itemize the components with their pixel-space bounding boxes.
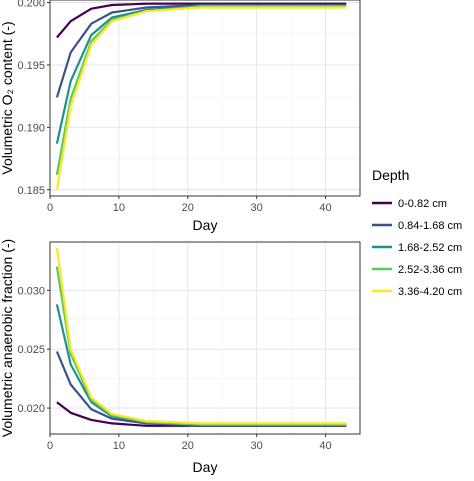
series-line <box>55 6 347 190</box>
legend: Depth 0-0.82 cm 0.84-1.68 cm 1.68-2.52 cm 2… <box>372 167 462 298</box>
x-tick-label: 40 <box>319 440 331 452</box>
x-tick-label: 10 <box>113 202 125 214</box>
legend-label: 1.68-2.52 cm <box>398 242 462 254</box>
series-line <box>55 247 347 425</box>
y-tick-label: 0.030 <box>17 285 45 297</box>
legend-title: Depth <box>372 167 409 183</box>
x-tick-label: 30 <box>251 440 263 452</box>
plot-background <box>50 242 360 434</box>
x-tick-label: 10 <box>113 440 125 452</box>
anaerobic-fraction-panel: 0 10 20 30 40 0.020 0.025 0.030 Day Volumetric an… <box>0 239 361 475</box>
x-axis-title: Day <box>193 217 218 233</box>
y-axis-title: Volumetric anaerobic fraction (-) <box>0 239 15 437</box>
y-tick-label: 0.185 <box>17 185 45 197</box>
o2-content-panel: 0 10 20 30 40 0.185 0.190 0.195 0.200 Day Volumetr… <box>0 0 361 233</box>
series-line <box>55 3 347 98</box>
series-line <box>55 5 347 175</box>
series-line <box>56 2 347 39</box>
legend-label: 2.52-3.36 cm <box>398 264 462 276</box>
series-line <box>55 266 347 426</box>
legend-label: 0-0.82 cm <box>398 198 447 210</box>
x-tick-label: 20 <box>182 202 194 214</box>
y-tick-label: 0.020 <box>17 403 45 415</box>
x-tick-label: 30 <box>251 202 263 214</box>
y-tick-label: 0.190 <box>17 122 45 134</box>
panel-border <box>49 0 361 197</box>
legend-label: 0.84-1.68 cm <box>398 220 462 232</box>
y-tick-label: 0.200 <box>17 0 45 9</box>
x-tick-label: 0 <box>47 202 53 214</box>
y-tick-label: 0.195 <box>17 60 45 72</box>
legend-items: 0-0.82 cm 0.84-1.68 cm 1.68-2.52 cm 2.52-3.… <box>372 198 462 298</box>
x-tick-label: 40 <box>319 202 331 214</box>
legend-label: 3.36-4.20 cm <box>398 286 462 298</box>
series-line <box>55 351 347 427</box>
x-tick-label: 0 <box>47 440 53 452</box>
y-tick-label: 0.025 <box>17 344 45 356</box>
x-axis-title: Day <box>193 459 218 475</box>
y-axis-title: Volumetric O₂ content (-) <box>0 21 15 174</box>
x-tick-label: 20 <box>182 440 194 452</box>
panel-border <box>49 241 361 435</box>
